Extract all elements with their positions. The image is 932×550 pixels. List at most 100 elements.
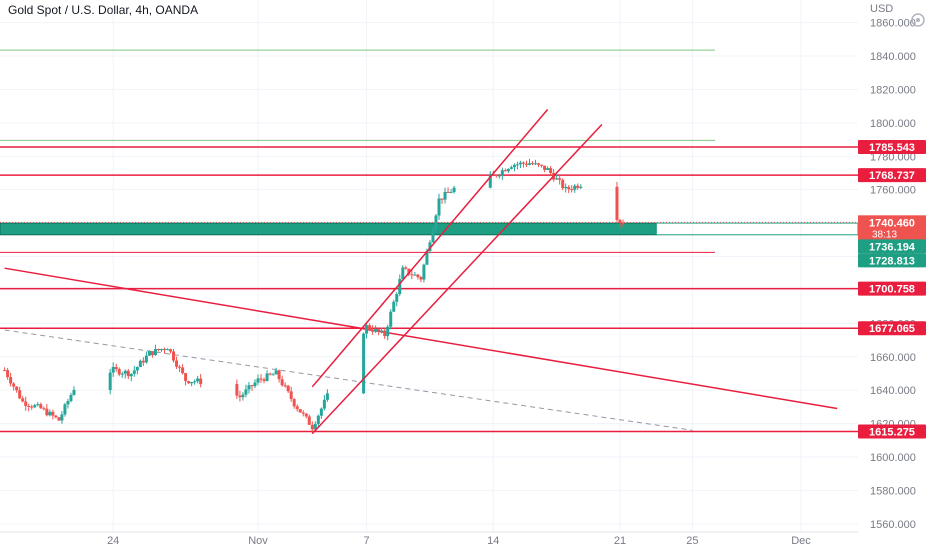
candle-body <box>537 163 541 165</box>
level-price-label-bg <box>858 424 926 439</box>
candle-body <box>169 349 173 352</box>
candle-body <box>289 391 293 400</box>
candle-body <box>265 373 269 381</box>
candle-body <box>446 191 450 193</box>
candle-body <box>238 395 242 398</box>
candle-body <box>506 168 510 172</box>
candle-body <box>63 404 67 415</box>
candle-body <box>135 366 139 371</box>
candle-body <box>57 417 61 421</box>
zone-price-label-bg <box>858 253 926 268</box>
candle-body <box>374 328 378 332</box>
candle-body <box>9 377 13 384</box>
candle-body <box>108 372 112 390</box>
candle-body <box>6 370 10 378</box>
candle-body <box>621 223 625 225</box>
zone-price-label: 1728.813 <box>869 255 915 267</box>
candle-body <box>449 192 453 194</box>
candle-body <box>253 382 257 387</box>
candle-body <box>401 267 405 280</box>
candle-body <box>193 381 197 383</box>
y-tick-label: 1820.000 <box>870 84 916 96</box>
candle-body <box>380 330 384 332</box>
candle-body <box>69 394 73 402</box>
candle-body <box>407 268 411 275</box>
candle-body <box>410 274 414 276</box>
candle-body <box>144 355 148 363</box>
candle-body <box>561 179 565 189</box>
supply-zone-extension <box>655 222 859 236</box>
candle-body <box>534 163 538 165</box>
current-price-label: 1740.460 <box>869 217 915 229</box>
level-price-label-bg <box>858 139 926 154</box>
candle-body <box>515 164 519 166</box>
candle-body <box>371 329 375 332</box>
zone-price-label: 1736.194 <box>869 241 916 253</box>
x-tick-label: 25 <box>686 535 698 547</box>
candle-body <box>555 178 559 180</box>
candle-body <box>558 178 562 180</box>
candle-body <box>141 360 145 363</box>
candle-body <box>404 267 408 269</box>
candle-body <box>491 174 495 176</box>
candle-body <box>564 186 568 189</box>
candle-body <box>166 349 169 351</box>
current-price-label-bg <box>858 215 926 242</box>
candle-body <box>398 279 402 294</box>
candle-body <box>15 386 19 391</box>
candle-body <box>365 325 369 334</box>
candle-body <box>132 370 136 374</box>
level-price-label-bg <box>858 281 926 296</box>
candle-body <box>129 373 133 377</box>
candle-body <box>301 412 305 414</box>
candle-body <box>494 175 498 177</box>
candle-body <box>72 389 76 395</box>
candle-body <box>235 384 239 396</box>
candle-body <box>123 370 127 374</box>
candle-body <box>497 175 501 177</box>
candle-body <box>325 393 329 400</box>
candle-body <box>244 389 248 395</box>
candle-body <box>18 390 22 399</box>
candle-body <box>283 385 287 387</box>
candle-body <box>199 378 203 385</box>
level-price-label: 1700.758 <box>869 284 915 296</box>
candle-body <box>196 378 200 382</box>
candle-body <box>184 373 188 382</box>
candle-body <box>440 198 444 200</box>
descending-trendline <box>4 267 838 410</box>
candle-body <box>425 250 429 265</box>
candle-body <box>27 405 31 407</box>
candle-body <box>567 186 571 190</box>
candle-body <box>573 185 577 190</box>
y-tick-label: 1600.000 <box>870 452 916 464</box>
y-tick-label: 1760.000 <box>870 185 916 197</box>
candle-body <box>503 170 507 172</box>
candle-body <box>12 383 16 387</box>
candle-body <box>247 385 251 390</box>
candle-body <box>42 408 46 410</box>
candle-body <box>512 164 516 168</box>
candle-body <box>540 164 544 166</box>
candle-body <box>51 411 55 416</box>
candle-body <box>48 411 52 416</box>
settings-icon[interactable] <box>911 13 925 27</box>
candle-body <box>422 264 426 280</box>
candle-body <box>33 405 37 408</box>
candle-body <box>543 165 547 170</box>
candle-body <box>392 301 396 312</box>
candle-body <box>117 369 121 375</box>
candle-body <box>21 398 25 402</box>
candle-body <box>368 325 372 330</box>
candle-body <box>181 367 185 374</box>
candle-body <box>428 242 432 251</box>
candle-body <box>3 370 7 372</box>
candle-body <box>377 328 381 332</box>
horizontal-levels <box>0 49 858 433</box>
candle-body <box>45 408 49 416</box>
candle-body <box>241 394 245 398</box>
candle-body <box>36 404 40 406</box>
candle-body <box>271 374 275 376</box>
x-tick-label: 7 <box>364 535 370 547</box>
